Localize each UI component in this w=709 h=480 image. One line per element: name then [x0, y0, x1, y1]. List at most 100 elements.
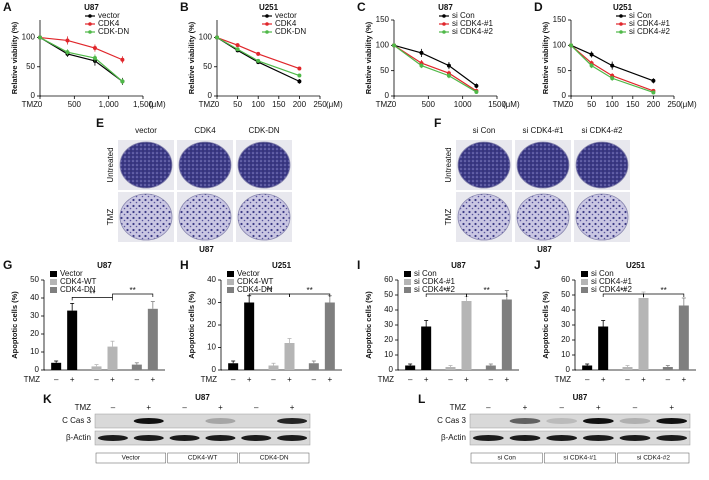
legend-swatch [404, 287, 411, 293]
group-label: si Con [497, 455, 516, 462]
x-tick-label: 150 [626, 100, 640, 109]
bar [147, 308, 158, 370]
series-line [570, 44, 654, 92]
band [619, 435, 651, 441]
chart-title: U251 [259, 3, 279, 12]
point [651, 78, 656, 83]
blot-strip [94, 413, 311, 429]
series-line [39, 37, 123, 82]
legend-swatch [581, 271, 588, 277]
y-tick-label: 30 [207, 298, 216, 307]
legend-label: si CDK4-#2 [414, 285, 455, 294]
blot-strip [469, 430, 691, 446]
blot-title: U87 [195, 393, 210, 402]
x-axis-label: TMZ [22, 100, 39, 109]
x-tick-label: 0 [392, 100, 397, 109]
panel-label: H [180, 258, 189, 272]
y-axis-label: Relative viability (%) [10, 21, 19, 94]
band [169, 435, 200, 441]
legend-label: si Con [629, 11, 652, 20]
y-axis-label: Apoptotic cells (%) [187, 291, 196, 359]
chart-title: U251 [626, 261, 646, 270]
point [589, 63, 594, 68]
x-unit: (μM) [149, 100, 166, 109]
x-tick-label: + [110, 375, 115, 384]
lane-label: – [633, 403, 638, 412]
group-frame [470, 452, 543, 464]
legend-marker [619, 22, 623, 26]
y-tick-label: 10 [384, 350, 393, 359]
row-label: β-Actin [66, 433, 91, 442]
legend-marker [265, 22, 269, 26]
y-tick-label: 10 [561, 350, 570, 359]
x-tick-label: – [666, 375, 671, 384]
panel-label: B [180, 0, 189, 14]
x-tick-label: 250 [313, 100, 327, 109]
y-tick-label: 100 [22, 33, 36, 42]
lane-label: + [669, 403, 674, 412]
legend-label: si CDK4-#1 [452, 19, 493, 28]
bar [405, 365, 416, 370]
x-tick-label: + [247, 375, 252, 384]
panel-label: I [357, 258, 360, 272]
legend-swatch [50, 271, 57, 277]
y-tick-label: 50 [30, 275, 39, 284]
point [256, 51, 261, 56]
y-tick-label: 0 [208, 91, 213, 100]
x-tick-label: + [327, 375, 332, 384]
x-tick-label: + [70, 375, 75, 384]
x-tick-label: 100 [606, 100, 620, 109]
y-tick-label: 50 [203, 62, 212, 71]
row-label: C Cas 3 [437, 416, 466, 425]
y-tick-label: 100 [376, 40, 390, 49]
legend-marker [442, 14, 446, 18]
colony-plate [516, 141, 570, 189]
point [474, 83, 479, 88]
column-label: CDK4 [194, 126, 216, 135]
caption: U87 [537, 245, 552, 254]
legend-marker [88, 14, 92, 18]
bar [308, 363, 319, 370]
point [235, 43, 240, 48]
significance-label: ** [130, 286, 136, 295]
y-axis-label: Relative viability (%) [541, 21, 550, 94]
x-tick-label: – [408, 375, 413, 384]
y-tick-label: 20 [30, 329, 39, 338]
group-label: si CDK4-#2 [637, 455, 671, 462]
legend-marker [88, 30, 92, 34]
colony-plate [119, 193, 173, 241]
significance-bracket [289, 293, 331, 297]
x-tick-label: – [135, 375, 140, 384]
group-label: CDK4-WT [188, 455, 218, 462]
y-tick-label: 50 [561, 290, 570, 299]
x-tick-label: 50 [233, 100, 242, 109]
x-tick-label: + [424, 375, 429, 384]
bar [461, 301, 472, 370]
y-tick-label: 60 [384, 275, 393, 284]
bar [244, 302, 255, 370]
legend-label: si CDK4-#2 [629, 27, 670, 36]
caption: U87 [199, 245, 214, 254]
legend-swatch [50, 279, 57, 285]
x-axis-label: TMZ [201, 375, 218, 384]
y-tick-label: 150 [376, 15, 390, 24]
x-tick-label: + [464, 375, 469, 384]
bar [638, 298, 649, 370]
x-axis-label: TMZ [199, 100, 216, 109]
y-tick-label: 20 [561, 335, 570, 344]
x-tick-label: – [448, 375, 453, 384]
colony-plate [516, 193, 570, 241]
band [205, 418, 236, 424]
band [205, 435, 236, 441]
legend-swatch [581, 287, 588, 293]
x-tick-label: 0 [38, 100, 43, 109]
lane-label: + [523, 403, 528, 412]
band [619, 418, 651, 424]
point [38, 35, 42, 40]
legend-swatch [50, 287, 57, 293]
y-tick-label: 40 [207, 275, 216, 284]
legend-label: si Con [591, 269, 614, 278]
legend-label: CDK4-DN [60, 285, 96, 294]
significance-label: ** [89, 290, 95, 299]
significance-bracket [71, 297, 113, 301]
